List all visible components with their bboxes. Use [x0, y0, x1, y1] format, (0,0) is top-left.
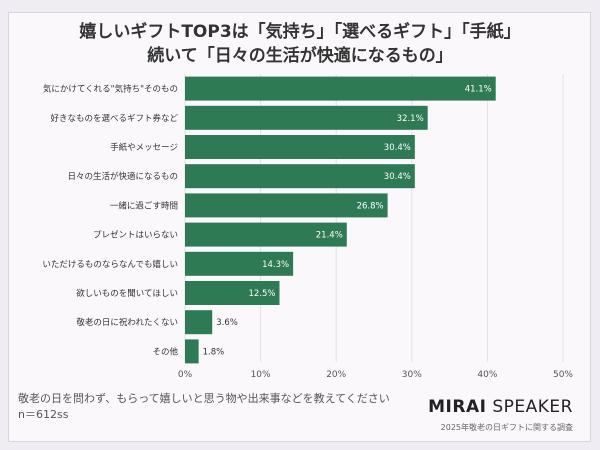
data-label: 32.1% [397, 114, 424, 124]
category-label: 一緒に過ごす時間 [110, 200, 178, 211]
bar [185, 222, 347, 247]
x-tick-label: 30% [402, 370, 422, 380]
category-label: 好きなものを選べるギフト券など [50, 113, 178, 124]
chart-title: 嬉しいギフトTOP3は「気持ち」「選べるギフト」「手紙」 続いて「日々の生活が快… [0, 20, 600, 68]
data-label: 41.1% [465, 85, 492, 95]
data-label: 30.4% [384, 172, 411, 182]
x-tick-label: 50% [553, 370, 573, 380]
data-label: 26.8% [357, 201, 384, 211]
data-label: 14.3% [262, 260, 289, 270]
title-line-2: 続いて「日々の生活が快適になるもの」 [147, 46, 453, 66]
logo: MIRAI SPEAKER [428, 397, 573, 417]
title-line-1: 嬉しいギフトTOP3は「気持ち」「選べるギフト」「手紙」 [79, 22, 521, 42]
category-label: いただけるものならなんでも嬉しい [42, 259, 178, 270]
bar [185, 310, 213, 335]
question-text: 敬老の日を問わず、もらって嬉しいと思う物や出来事などを教えてください [18, 392, 390, 405]
data-label: 30.4% [384, 143, 411, 153]
category-label: 気にかけてくれる"気持ち"そのもの [43, 84, 178, 95]
category-label: 手紙やメッセージ [110, 142, 178, 153]
bar [185, 339, 199, 364]
x-tick-label: 0% [178, 370, 193, 380]
survey-name: 2025年敬老の日ギフトに関する調査 [440, 423, 573, 432]
bar [185, 164, 415, 189]
bar [185, 281, 280, 305]
category-label: その他 [152, 346, 178, 357]
data-label: 21.4% [316, 231, 343, 241]
bar [185, 76, 496, 101]
x-tick-label: 20% [326, 370, 346, 380]
category-label: 日々の生活が快適になるもの [67, 171, 178, 182]
bar [185, 105, 428, 130]
logo-bold: MIRAI [428, 397, 487, 417]
data-label: 12.5% [248, 289, 275, 299]
x-tick-label: 40% [477, 370, 497, 380]
logo-light: SPEAKER [486, 397, 573, 417]
survey-question: 敬老の日を問わず、もらって嬉しいと思う物や出来事などを教えてください n＝612… [18, 391, 390, 423]
x-tick-label: 10% [251, 370, 271, 380]
category-label: プレゼントはいらない [93, 230, 178, 241]
bar [185, 251, 294, 276]
category-label: 敬老の日に祝われたくない [76, 317, 178, 328]
data-label: 3.6% [216, 318, 238, 328]
data-label: 1.8% [203, 347, 225, 357]
bar [185, 135, 415, 159]
sample-size: n＝612ss [18, 408, 69, 421]
bar [185, 193, 388, 218]
category-label: 欲しいものを聞いてほしい [76, 288, 178, 299]
